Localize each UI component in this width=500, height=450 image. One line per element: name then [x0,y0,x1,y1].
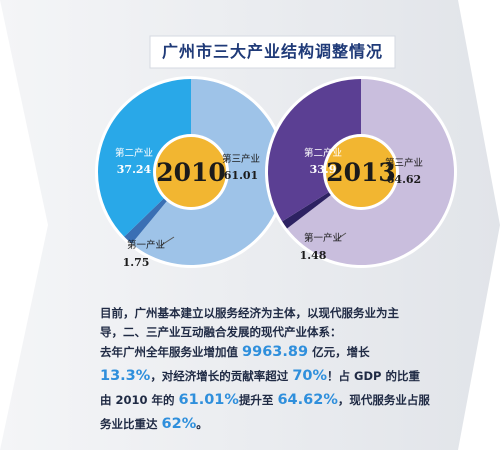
title-frame [149,35,396,69]
slice-label: 第三产业 [385,157,423,169]
slice-label: 第一产业 [304,232,342,244]
chart-title: 广州市三大产业结构调整情况 [161,42,383,61]
data-label: 1.75 [123,256,150,269]
summary-text: 亿元，增长 [308,345,370,359]
slice-label: 第三产业 [222,153,260,165]
year-label: 2013 [326,158,396,187]
data-label: 64.62 [387,173,421,186]
data-label: 61.01 [224,169,258,182]
data-label: 37.24 [117,163,152,176]
highlight-figure: 70% [292,368,328,384]
highlight-figure: 64.62% [277,392,338,408]
highlight-figure: 13.3% [100,368,151,384]
year-label: 2010 [156,158,226,187]
summary-text: 提升至 [238,393,278,407]
data-label: 1.48 [300,249,327,262]
summary-text: 去年广州全年服务业增加值 [100,345,243,359]
slice-label: 第二产业 [115,147,153,159]
leader-line [335,232,347,241]
summary-text: 。 [196,417,208,431]
year-badge [326,137,396,207]
highlight-figure: 9963.89 [242,344,309,360]
highlight-figure: 62% [161,416,197,432]
slice-label: 第一产业 [127,239,165,251]
summary-paragraph: 去年广州全年服务业增加值 9963.89 亿元，增长 13.3%，对经济增长的贡… [100,340,430,436]
data-label: 33.9 [310,163,337,176]
summary-text: ，现代服务业占服务业比重达 [100,393,430,431]
leader-line [159,236,175,247]
highlight-figure: 61.01% [178,392,239,408]
summary-text: ，对经济增长的贡献率超过 [150,369,293,383]
slice-secondary [97,78,191,237]
year-badge [156,137,226,207]
summary-text: ！占 GDP 的比重由 2010 年的 [100,369,420,407]
intro-paragraph: 目前，广州基本建立以服务经济为主体，以现代服务业为主导，二、三产业互动融合发展的… [100,306,399,339]
slice-label: 第二产业 [304,147,342,159]
